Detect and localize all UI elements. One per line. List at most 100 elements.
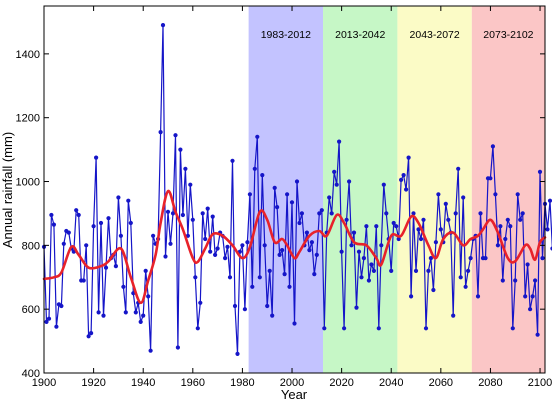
rainfall-point-2103 bbox=[545, 227, 550, 232]
rainfall-point-1964 bbox=[200, 211, 205, 216]
rainfall-point-2038 bbox=[384, 211, 389, 216]
rainfall-point-1998 bbox=[285, 192, 290, 197]
y-axis-title: Annual rainfall (mm) bbox=[0, 132, 15, 248]
rainfall-point-1937 bbox=[133, 310, 138, 315]
series-layer bbox=[41, 23, 552, 356]
rainfall-point-2076 bbox=[478, 211, 483, 216]
rainfall-point-2099 bbox=[535, 332, 540, 337]
rainfall-point-2075 bbox=[475, 294, 481, 299]
x-tick-label: 2080 bbox=[478, 377, 502, 389]
rainfall-point-2086 bbox=[503, 236, 508, 242]
rainfall-point-2082 bbox=[493, 192, 498, 197]
rainfall-point-2092 bbox=[518, 217, 523, 222]
rainfall-point-1918 bbox=[86, 334, 91, 339]
rainfall-point-1914 bbox=[76, 212, 81, 218]
rainfall-point-2088 bbox=[508, 224, 513, 229]
rainfall-point-1950 bbox=[165, 209, 171, 214]
rainfall-point-2055 bbox=[426, 268, 431, 273]
rainfall-point-1982 bbox=[245, 240, 250, 245]
rainfall-point-2081 bbox=[490, 144, 495, 149]
rainfall-point-2095 bbox=[525, 262, 530, 267]
rainfall-point-1925 bbox=[103, 265, 109, 270]
rainfall-point-1985 bbox=[252, 166, 257, 171]
period-band-3 bbox=[397, 6, 472, 373]
x-tick-label: 2040 bbox=[379, 377, 403, 389]
rainfall-point-2009 bbox=[312, 272, 317, 277]
rainfall-point-1916 bbox=[81, 278, 86, 283]
rainfall-point-1966 bbox=[205, 206, 210, 211]
rainfall-point-1931 bbox=[118, 233, 123, 238]
rainfall-point-2015 bbox=[327, 195, 332, 200]
rainfall-point-2041 bbox=[391, 220, 396, 226]
smoothed-trend-line bbox=[42, 189, 547, 305]
rainfall-point-1926 bbox=[106, 216, 111, 221]
rainfall-point-2008 bbox=[309, 240, 314, 245]
rainfall-point-1952 bbox=[170, 211, 176, 216]
period-label-4: 2073-2102 bbox=[483, 29, 533, 41]
rainfall-point-1989 bbox=[262, 243, 267, 248]
x-tick-label: 2100 bbox=[528, 377, 552, 389]
rainfall-point-2047 bbox=[406, 155, 411, 160]
period-label-1: 1983-2012 bbox=[261, 29, 311, 41]
rainfall-point-2028 bbox=[359, 275, 364, 280]
rainfall-point-1939 bbox=[138, 319, 143, 324]
rainfall-point-2026 bbox=[354, 305, 359, 310]
rainfall-point-1933 bbox=[123, 310, 128, 315]
rainfall-point-1958 bbox=[185, 233, 190, 238]
rainfall-point-1993 bbox=[272, 185, 277, 190]
rainfall-point-2002 bbox=[294, 179, 300, 184]
rainfall-point-2021 bbox=[342, 326, 347, 331]
rainfall-point-1940 bbox=[141, 313, 146, 318]
rainfall-point-2054 bbox=[423, 326, 429, 331]
y-tick-label: 600 bbox=[22, 304, 40, 316]
rainfall-point-2022 bbox=[344, 217, 349, 222]
rainfall-point-1990 bbox=[265, 303, 270, 309]
rainfall-point-2023 bbox=[347, 179, 352, 184]
rainfall-point-1955 bbox=[178, 147, 183, 152]
rainfall-point-2046 bbox=[404, 187, 409, 192]
rainfall-point-1949 bbox=[163, 254, 168, 259]
rainfall-point-2070 bbox=[463, 284, 468, 289]
rainfall-point-2018 bbox=[334, 182, 339, 187]
rainfall-point-2085 bbox=[500, 278, 505, 283]
rainfall-point-2006 bbox=[304, 230, 309, 235]
period-label-2: 2013-2042 bbox=[335, 29, 385, 41]
rainfall-point-1967 bbox=[208, 249, 213, 254]
rainfall-point-1969 bbox=[213, 252, 218, 257]
x-tick-label: 1980 bbox=[230, 377, 254, 389]
rainfall-point-2000 bbox=[289, 200, 295, 205]
rainfall-point-2078 bbox=[483, 256, 488, 261]
rainfall-point-2068 bbox=[458, 275, 463, 280]
rainfall-point-1901 bbox=[44, 319, 49, 324]
rainfall-point-1941 bbox=[143, 268, 148, 273]
rainfall-point-2010 bbox=[314, 252, 319, 257]
plot-frame bbox=[43, 5, 546, 374]
rainfall-point-1974 bbox=[225, 244, 230, 249]
rainfall-point-2013 bbox=[322, 326, 327, 331]
rainfall-point-2012 bbox=[319, 208, 324, 213]
y-tick-label: 1000 bbox=[16, 177, 40, 189]
rainfall-point-2093 bbox=[520, 211, 525, 216]
rainfall-point-2025 bbox=[351, 230, 357, 235]
rainfall-point-2087 bbox=[505, 217, 510, 222]
rainfall-point-1959 bbox=[188, 182, 193, 187]
rainfall-point-2016 bbox=[329, 211, 334, 216]
rainfall-point-1976 bbox=[230, 158, 235, 163]
rainfall-point-2045 bbox=[401, 173, 406, 178]
rainfall-point-1977 bbox=[232, 303, 238, 309]
rainfall-point-2030 bbox=[364, 224, 369, 229]
rainfall-point-2053 bbox=[421, 217, 426, 222]
rainfall-point-1956 bbox=[180, 212, 185, 218]
rainfall-point-2083 bbox=[495, 243, 500, 248]
rainfall-point-1907 bbox=[59, 303, 64, 309]
rainfall-point-1975 bbox=[227, 275, 233, 280]
period-band-1 bbox=[248, 6, 324, 373]
rainfall-point-2007 bbox=[307, 248, 312, 253]
rainfall-point-2057 bbox=[431, 287, 436, 293]
x-tick-label: 2060 bbox=[429, 377, 453, 389]
y-tick-label: 1400 bbox=[16, 49, 40, 61]
rainfall-point-2029 bbox=[361, 256, 366, 261]
rainfall-point-1903 bbox=[49, 212, 54, 218]
rainfall-point-1996 bbox=[280, 248, 285, 253]
rainfall-point-1904 bbox=[51, 222, 57, 227]
